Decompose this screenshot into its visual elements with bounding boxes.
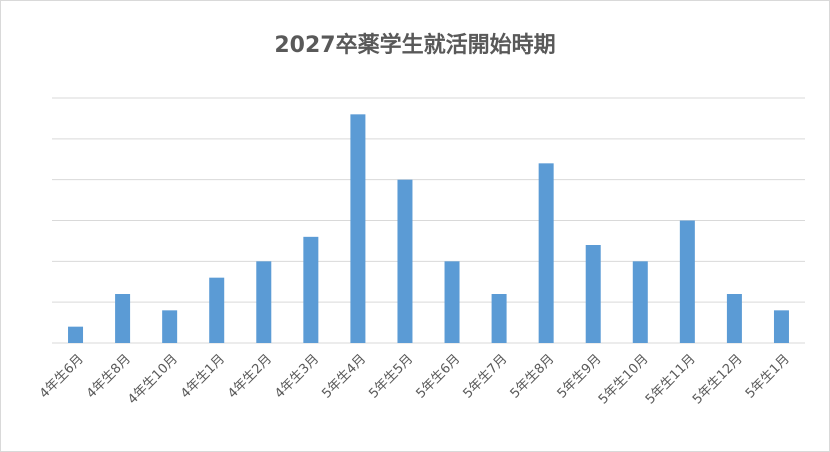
bar <box>115 294 131 343</box>
bar <box>538 163 554 343</box>
bar <box>162 310 178 343</box>
bar <box>726 294 742 343</box>
bar <box>68 326 84 343</box>
bar <box>350 114 366 343</box>
bar <box>397 179 413 343</box>
bar <box>444 261 460 343</box>
bar <box>256 261 272 343</box>
chart-title: 2027卒薬学生就活開始時期 <box>274 32 555 58</box>
bar <box>491 294 507 343</box>
bar <box>209 277 225 343</box>
bar <box>585 245 601 343</box>
bar <box>679 220 695 343</box>
bar <box>303 236 319 343</box>
bar <box>773 310 789 343</box>
bar <box>632 261 648 343</box>
